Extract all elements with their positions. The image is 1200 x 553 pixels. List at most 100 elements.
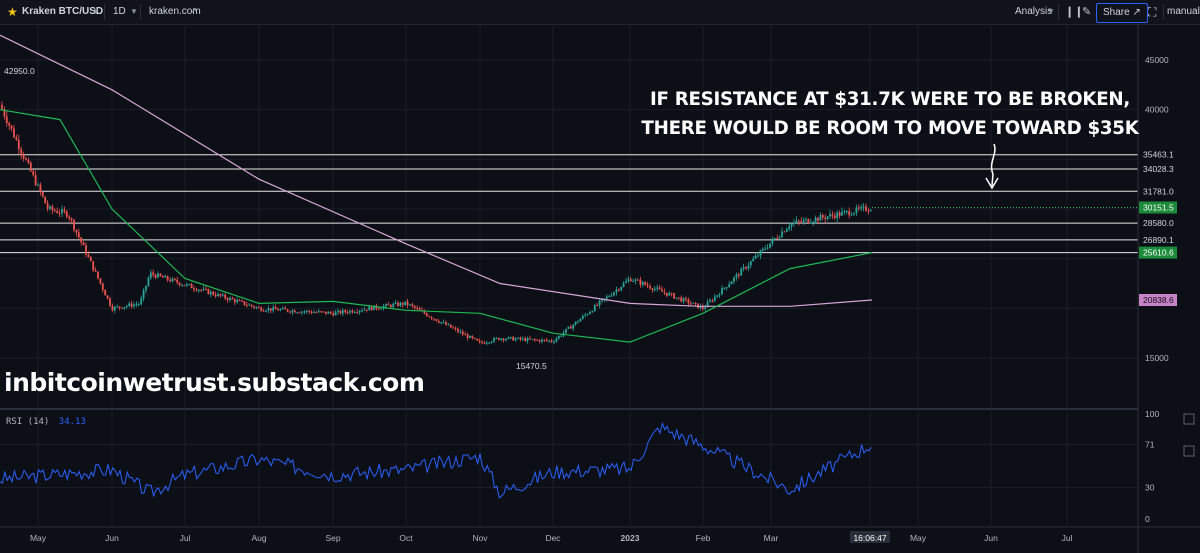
- candle-body: [584, 314, 587, 316]
- ma-short-line[interactable]: [0, 109, 873, 343]
- candle-body: [111, 305, 114, 311]
- manual-mode[interactable]: manual: [1167, 6, 1200, 17]
- ma-short-badge-text: 25610.6: [1143, 248, 1174, 258]
- time-tick: 2023: [621, 533, 640, 543]
- candle-body: [243, 301, 246, 305]
- candle-body: [142, 290, 145, 299]
- candle-body: [248, 304, 251, 306]
- candle-body: [385, 304, 387, 307]
- symbol-label[interactable]: Kraken BTC/USD: [22, 6, 104, 17]
- time-axis[interactable]: May Jun Jul Aug Sep Oct Nov Dec 2023 Feb Mar 16:06:…: [0, 526, 1200, 543]
- candle-body: [620, 286, 623, 291]
- candle-body: [87, 254, 90, 257]
- candle-body: [140, 298, 143, 304]
- candle-body: [8, 123, 11, 126]
- time-tick: Feb: [696, 533, 711, 543]
- candle-body: [773, 238, 776, 240]
- candle-body: [3, 109, 6, 117]
- price-axis[interactable]: 15000 40000 45000 35463.1 34028.3 31781.0 2858…: [1139, 55, 1177, 363]
- candle-body: [466, 334, 469, 338]
- candle-body: [730, 281, 733, 285]
- candle-body: [449, 324, 452, 328]
- candle-body: [377, 308, 380, 310]
- candle-body: [505, 339, 507, 341]
- price-chart[interactable]: 0 30 71 100 15000 40000 45000 35463.1 34028.3 31…: [0, 24, 1200, 553]
- source-link[interactable]: kraken.com: [149, 6, 201, 17]
- candle-body: [221, 294, 224, 296]
- candle-body: [178, 282, 181, 286]
- fullscreen-icon[interactable]: ⛶: [1148, 5, 1157, 19]
- candle-body: [704, 307, 707, 309]
- candle-body: [161, 275, 164, 278]
- candle-body: [531, 339, 534, 341]
- candle-body: [75, 229, 78, 233]
- chevron-down-icon[interactable]: ▼: [92, 7, 100, 16]
- candle-body: [169, 279, 171, 282]
- ma-long-line[interactable]: [0, 34, 873, 307]
- candle-body: [229, 297, 231, 301]
- candle-body: [125, 305, 128, 307]
- candle-body: [754, 255, 757, 259]
- time-tick: May: [910, 533, 927, 543]
- share-button[interactable]: Share ↗: [1096, 3, 1148, 23]
- candle-body: [387, 304, 390, 306]
- candle-body: [598, 301, 601, 306]
- pause-icon[interactable]: ❙❙: [1065, 6, 1084, 18]
- ma-short-badge: [1139, 246, 1177, 259]
- candle-body: [224, 294, 227, 299]
- value-markers: 42950.0 15470.5: [4, 66, 547, 371]
- high-marker: 42950.0: [4, 66, 35, 76]
- candle-body: [565, 328, 567, 333]
- candle-body: [267, 308, 270, 311]
- candle-body: [649, 286, 651, 289]
- time-tick: May: [30, 533, 47, 543]
- candle-body: [425, 313, 428, 317]
- candle-body: [205, 288, 207, 290]
- candle-body: [269, 308, 272, 311]
- external-link-icon[interactable]: ↗: [189, 6, 198, 17]
- candle-body: [145, 285, 147, 291]
- rsi-collapse-icon[interactable]: [1183, 413, 1195, 425]
- candle-body: [867, 210, 870, 212]
- candle-body: [605, 296, 608, 299]
- candle-body: [104, 289, 107, 296]
- candle-body: [389, 305, 392, 308]
- candle-body: [509, 336, 512, 338]
- candle-body: [821, 215, 824, 218]
- interval-chevron-icon[interactable]: ▼: [130, 7, 138, 16]
- candle-body: [289, 311, 291, 313]
- analysis-button[interactable]: Analysis: [1015, 6, 1053, 17]
- candle-body: [320, 311, 323, 313]
- analysis-chevron-icon[interactable]: ▼: [1047, 7, 1055, 16]
- rsi-settings-icon[interactable]: [1183, 445, 1195, 457]
- candle-body: [32, 171, 35, 175]
- candle-body: [670, 293, 673, 295]
- candle-body: [329, 312, 332, 314]
- candle-body: [284, 307, 287, 310]
- pencil-icon[interactable]: ✎: [1082, 6, 1092, 18]
- candle-body: [831, 214, 834, 216]
- candle-body: [73, 220, 75, 230]
- price-tick: 45000: [1145, 55, 1169, 65]
- candle-body: [493, 338, 495, 342]
- candle-body: [639, 279, 642, 285]
- candle-body: [675, 297, 678, 299]
- candle-body: [327, 312, 330, 314]
- candle-body: [433, 318, 435, 320]
- candle-body: [303, 311, 306, 313]
- candle-body: [507, 337, 510, 340]
- annotation-line-1: IF RESISTANCE AT $31.7K WERE TO BE BROKE…: [649, 88, 1131, 110]
- candle-body: [454, 328, 457, 330]
- candle-body: [543, 339, 546, 341]
- candle-body: [795, 220, 798, 223]
- candle-body: [1, 104, 3, 110]
- candle-body: [346, 312, 349, 314]
- candle-body: [596, 305, 599, 307]
- candle-body: [464, 334, 467, 336]
- rsi-line[interactable]: [0, 421, 872, 499]
- candle-body: [833, 215, 836, 219]
- candle-body: [742, 267, 745, 269]
- interval-label[interactable]: 1D: [113, 6, 126, 17]
- candle-body: [423, 310, 426, 314]
- star-icon[interactable]: ★: [7, 5, 18, 19]
